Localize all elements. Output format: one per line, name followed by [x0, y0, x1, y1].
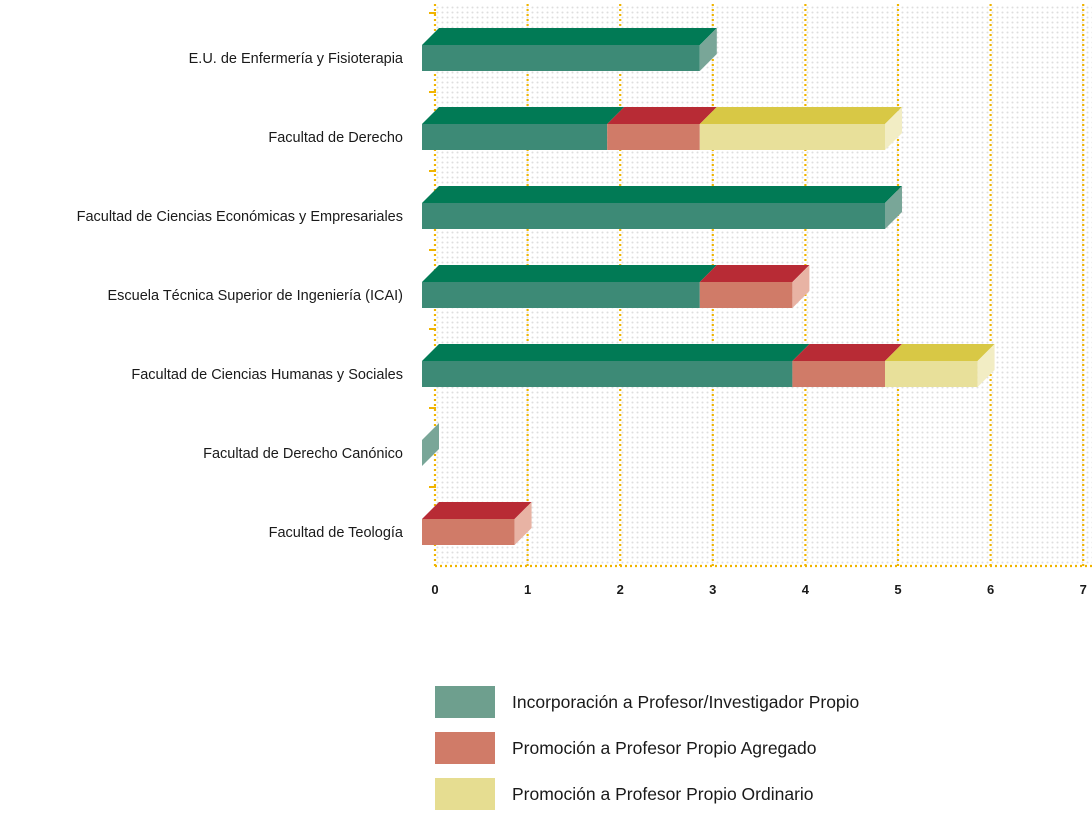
legend-label-incorporacion: Incorporación a Profesor/Investigador Pr…	[512, 691, 860, 712]
category-label-0: E.U. de Enfermería y Fisioterapia	[189, 51, 404, 67]
bar-side-1-2	[885, 107, 902, 150]
x-tick-label-0: 0	[431, 582, 438, 597]
stacked-bar-chart: E.U. de Enfermería y Fisioterapia Faculta…	[77, 4, 1092, 597]
bar-group-2	[422, 186, 902, 229]
bar-1-1	[607, 124, 700, 150]
category-label-4: Facultad de Ciencias Humanas y Sociales	[131, 367, 403, 383]
category-labels: E.U. de Enfermería y Fisioterapia Faculta…	[77, 51, 404, 541]
bar-top-1-2	[699, 107, 902, 124]
bar-side-4-2	[977, 344, 995, 387]
bar-0-0	[422, 45, 700, 71]
legend-swatch-agregado	[435, 732, 495, 764]
bar-2-0	[422, 203, 885, 229]
bar-4-2	[885, 361, 978, 387]
x-tick-label-5: 5	[894, 582, 901, 597]
x-tick-label-2: 2	[617, 582, 624, 597]
x-tick-labels: 0 1 2 3 4 5 6 7	[431, 582, 1086, 597]
legend-swatch-incorporacion	[435, 686, 495, 718]
bar-top-6-1	[422, 502, 532, 519]
legend-item-ordinario: Promoción a Profesor Propio Ordinario	[435, 771, 859, 817]
category-label-6: Facultad de Teología	[269, 525, 404, 541]
bar-side-3-1	[792, 265, 810, 308]
bar-top-0-0	[422, 28, 717, 45]
x-tick-label-4: 4	[802, 582, 810, 597]
bar-top-3-1	[699, 265, 810, 282]
bar-top-4-1	[792, 344, 902, 361]
bar-group-4	[422, 344, 995, 387]
bar-top-4-2	[885, 344, 995, 361]
category-label-2: Facultad de Ciencias Económicas y Empres…	[77, 209, 403, 225]
bar-top-4-0	[422, 344, 810, 361]
bar-top-1-1	[607, 107, 717, 124]
bar-side-0-0	[699, 28, 717, 71]
bars	[422, 28, 995, 545]
bar-side-2-0	[885, 186, 902, 229]
legend-swatch-ordinario	[435, 778, 495, 810]
bar-group-0	[422, 28, 717, 71]
bar-1-0	[422, 124, 608, 150]
bar-group-3	[422, 265, 810, 308]
bar-4-1	[792, 361, 885, 387]
category-label-1: Facultad de Derecho	[268, 130, 403, 146]
bar-top-2-0	[422, 186, 902, 203]
x-tick-label-6: 6	[987, 582, 994, 597]
bar-top-1-0	[422, 107, 625, 124]
category-label-5: Facultad de Derecho Canónico	[203, 446, 403, 462]
bar-group-1	[422, 107, 902, 150]
legend-item-incorporacion: Incorporación a Profesor/Investigador Pr…	[435, 679, 859, 725]
legend-item-agregado: Promoción a Profesor Propio Agregado	[435, 725, 859, 771]
legend-label-ordinario: Promoción a Profesor Propio Ordinario	[512, 783, 814, 804]
x-tick-label-7: 7	[1080, 582, 1087, 597]
bar-group-6	[422, 502, 532, 545]
bar-top-3-0	[422, 265, 717, 282]
x-tick-label-3: 3	[709, 582, 716, 597]
x-tick-label-1: 1	[524, 582, 531, 597]
bar-6-1	[422, 519, 515, 545]
bar-3-1	[699, 282, 793, 308]
bar-1-2	[699, 124, 885, 150]
bar-zero-side-5	[422, 423, 439, 466]
bar-side-6-1	[514, 502, 532, 545]
bar-3-0	[422, 282, 700, 308]
bar-4-0	[422, 361, 793, 387]
legend: Incorporación a Profesor/Investigador Pr…	[435, 679, 859, 817]
bar-group-5	[422, 423, 439, 466]
category-label-3: Escuela Técnica Superior de Ingeniería (…	[107, 288, 403, 304]
legend-label-agregado: Promoción a Profesor Propio Agregado	[512, 737, 817, 758]
